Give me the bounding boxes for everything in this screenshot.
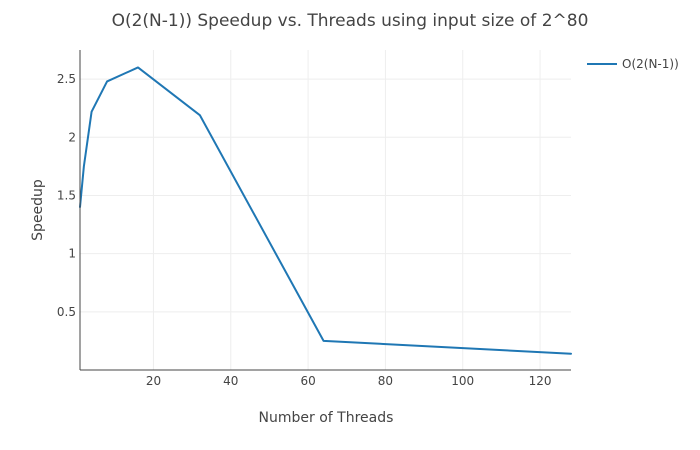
y-tick-label: 1.5 <box>57 188 76 202</box>
x-tick-label: 60 <box>300 374 315 388</box>
x-axis-title: Number of Threads <box>259 410 394 426</box>
y-tick-label: 0.5 <box>57 305 76 319</box>
chart-title: O(2(N-1)) Speedup vs. Threads using inpu… <box>112 11 589 31</box>
y-axis-title: Speedup <box>30 179 46 241</box>
x-tick-label: 80 <box>378 374 393 388</box>
grid <box>80 50 571 370</box>
x-tick-label: 20 <box>146 374 161 388</box>
y-tick-label: 2 <box>68 130 76 144</box>
y-tick-label: 1 <box>68 247 76 261</box>
series-layer <box>79 66 572 355</box>
legend[interactable]: O(2(N-1)) <box>587 57 679 71</box>
y-tick-label: 2.5 <box>57 72 76 86</box>
tick-labels: 20 40 60 80 100 120 0.5 1 1.5 2 2.5 <box>57 72 552 388</box>
x-tick-label: 40 <box>223 374 238 388</box>
x-tick-label: 100 <box>451 374 474 388</box>
series-line-0[interactable] <box>79 66 572 355</box>
x-tick-label: 120 <box>529 374 552 388</box>
axes <box>79 50 571 371</box>
legend-label: O(2(N-1)) <box>622 57 679 71</box>
